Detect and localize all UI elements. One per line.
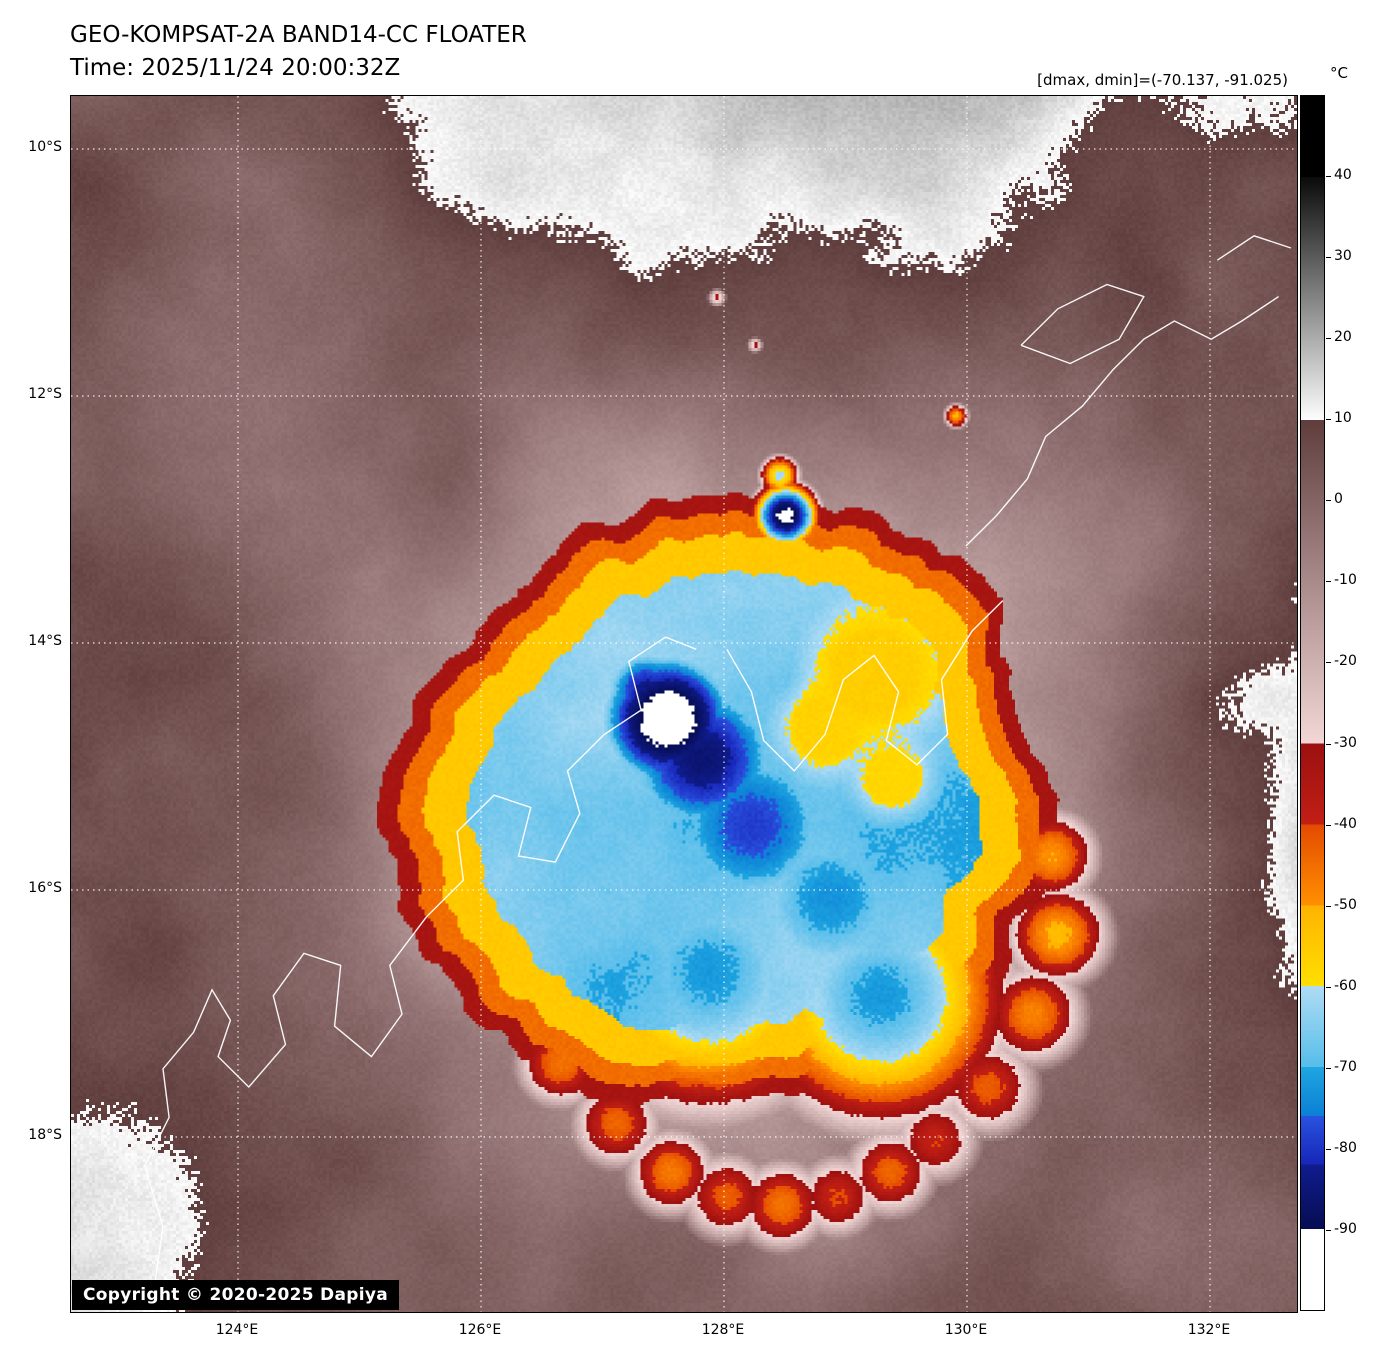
colorbar-tick-mark bbox=[1326, 338, 1331, 340]
colorbar-tick-label: 20 bbox=[1334, 329, 1352, 346]
colorbar-tick-mark bbox=[1326, 1229, 1331, 1231]
lon-label: 128°E bbox=[701, 1322, 745, 1338]
colorbar-tick-label: -90 bbox=[1334, 1220, 1357, 1237]
colorbar-tick-label: 30 bbox=[1334, 248, 1352, 265]
colorbar-tick-label: -80 bbox=[1334, 1139, 1357, 1156]
map-panel: Copyright © 2020-2025 Dapiya bbox=[70, 95, 1298, 1313]
colorbar-tick-label: 10 bbox=[1334, 410, 1352, 427]
colorbar-tick-mark bbox=[1326, 419, 1331, 421]
lon-label: 132°E bbox=[1187, 1322, 1231, 1338]
lat-label: 10°S bbox=[28, 139, 62, 155]
lat-label: 12°S bbox=[28, 386, 62, 402]
colorbar-tick-label: -10 bbox=[1334, 572, 1357, 589]
lat-label: 16°S bbox=[28, 880, 62, 896]
colorbar-tick-mark bbox=[1326, 824, 1331, 826]
lat-label: 14°S bbox=[28, 633, 62, 649]
coastline bbox=[143, 636, 697, 1312]
colorbar-tick-mark bbox=[1326, 257, 1331, 259]
colorbar-tick-label: -20 bbox=[1334, 653, 1357, 670]
coastline bbox=[1020, 283, 1145, 365]
coastline bbox=[965, 296, 1279, 547]
colorbar-tick-label: 0 bbox=[1334, 491, 1343, 508]
colorbar-tick-label: -70 bbox=[1334, 1058, 1357, 1075]
map-overlay bbox=[71, 96, 1297, 1312]
colorbar-tick-mark bbox=[1326, 500, 1331, 502]
colorbar-tick-mark bbox=[1326, 986, 1331, 988]
copyright-badge: Copyright © 2020-2025 Dapiya bbox=[72, 1280, 399, 1310]
colorbar-tick-mark bbox=[1326, 581, 1331, 583]
lon-label: 130°E bbox=[944, 1322, 988, 1338]
lon-label: 124°E bbox=[215, 1322, 259, 1338]
satellite-canvas bbox=[71, 96, 1297, 1312]
page-title: GEO-KOMPSAT-2A BAND14-CC FLOATER bbox=[70, 22, 527, 48]
colorbar-tick-mark bbox=[1326, 662, 1331, 664]
colorbar-unit-label: °C bbox=[1330, 64, 1348, 82]
colorbar-tick-label: -40 bbox=[1334, 815, 1357, 832]
colorbar-tick-label: -60 bbox=[1334, 977, 1357, 994]
dmax-dmin-readout: [dmax, dmin]=(-70.137, -91.025) bbox=[1037, 71, 1288, 89]
colorbar-tick-mark bbox=[1326, 176, 1331, 178]
colorbar-tick-mark bbox=[1326, 743, 1331, 745]
colorbar-tick-mark bbox=[1326, 905, 1331, 907]
colorbar-tick-label: -50 bbox=[1334, 896, 1357, 913]
colorbar-tick-label: 40 bbox=[1334, 167, 1352, 184]
lat-label: 18°S bbox=[28, 1127, 62, 1143]
coastline bbox=[1216, 235, 1292, 261]
colorbar-tick-mark bbox=[1326, 1148, 1331, 1150]
timestamp: Time: 2025/11/24 20:00:32Z bbox=[70, 55, 401, 81]
lon-label: 126°E bbox=[458, 1322, 502, 1338]
colorbar bbox=[1300, 95, 1325, 1311]
colorbar-tick-label: -30 bbox=[1334, 734, 1357, 751]
colorbar-tick-mark bbox=[1326, 1067, 1331, 1069]
coastline bbox=[726, 600, 1004, 772]
